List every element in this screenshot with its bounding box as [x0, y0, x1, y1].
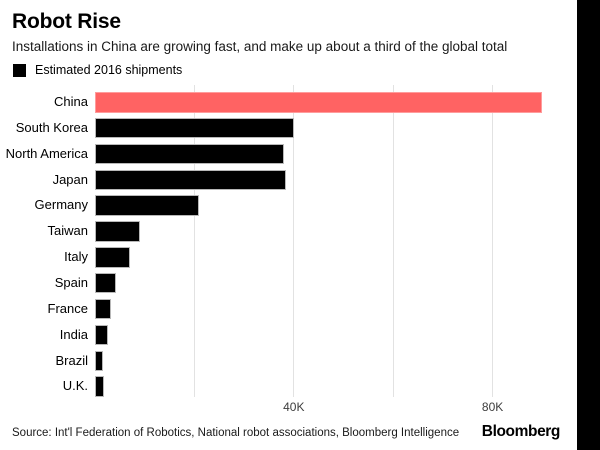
category-label: Spain	[54, 274, 88, 290]
category-label: Germany	[34, 197, 88, 213]
bar-north-america	[95, 143, 284, 165]
category-label: Japan	[52, 171, 88, 187]
bloomberg-logo: Bloomberg	[481, 423, 561, 440]
bar-china	[95, 92, 543, 113]
category-label: North America	[5, 145, 88, 161]
legend-swatch-icon	[13, 63, 26, 77]
category-label: India	[59, 326, 88, 342]
bar-south-korea	[95, 117, 294, 139]
bar-spain	[95, 272, 116, 294]
category-label: Taiwan	[47, 223, 88, 239]
legend: Estimated 2016 shipments	[13, 63, 182, 77]
bar-france	[95, 298, 111, 320]
bar-u-k	[95, 376, 104, 397]
category-label: China	[54, 94, 88, 109]
chart-title: Robot Rise	[12, 10, 121, 33]
bar-india	[95, 324, 108, 346]
bar-germany	[95, 195, 200, 216]
gridline-60k	[392, 85, 394, 397]
bar-taiwan	[95, 221, 140, 242]
category-label: South Korea	[15, 119, 88, 135]
category-label: U.K.	[62, 378, 88, 394]
category-label: Italy	[64, 249, 88, 265]
bar-italy	[95, 247, 130, 268]
gridline-20k	[193, 85, 195, 397]
legend-label: Estimated 2016 shipments	[35, 63, 183, 77]
chart-subtitle: Installations in China are growing fast,…	[12, 39, 508, 54]
bar-japan	[95, 169, 287, 191]
category-label: France	[47, 300, 88, 316]
category-label: Brazil	[55, 352, 88, 368]
source-note: Source: Int'l Federation of Robotics, Na…	[12, 427, 460, 439]
bar-brazil	[95, 350, 103, 371]
right-black-strip	[577, 0, 600, 450]
x-axis-tick-label: 80K	[481, 400, 504, 414]
gridline-80k	[492, 85, 494, 397]
gridline-40k	[293, 85, 295, 397]
x-axis-tick-label: 40K	[283, 400, 305, 414]
